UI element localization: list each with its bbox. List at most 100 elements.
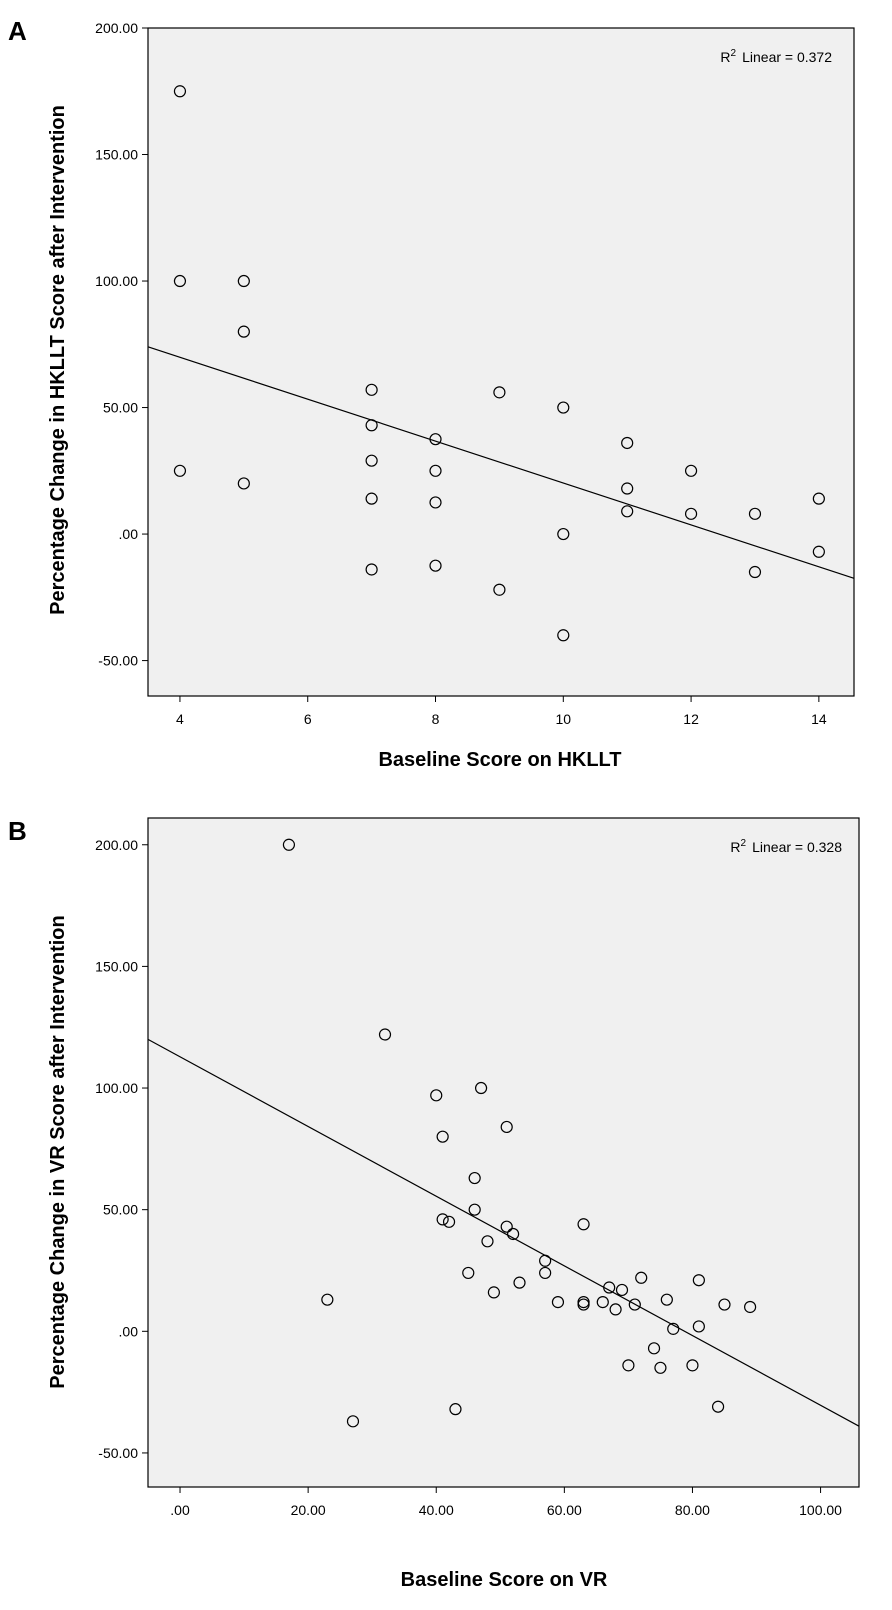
panel-a-x-tick-label: 6 xyxy=(304,711,312,727)
panel-a-point xyxy=(812,492,825,505)
panel-a-x-axis: 4 6 8 10 12 14 xyxy=(176,696,827,727)
panel-a-point xyxy=(365,419,378,432)
panel-a-point xyxy=(621,436,634,450)
panel-a-point xyxy=(365,563,378,576)
panel-b-point xyxy=(481,1235,494,1248)
panel-a-point xyxy=(365,454,378,467)
panel-a-y-tick-label: .00 xyxy=(119,526,139,542)
panel-b-point xyxy=(660,1293,673,1306)
panel-b-point xyxy=(474,1081,488,1095)
panel-a-x-tick-label: 10 xyxy=(556,711,572,727)
panel-b-x-axis: .00 20.00 40.00 60.00 80.00 100.00 xyxy=(170,1487,842,1518)
panel-a-y-tick-label: 200.00 xyxy=(95,20,138,36)
panel-b-fit-line xyxy=(147,1038,860,1427)
panel-a-point xyxy=(173,85,187,98)
panel-b-y-axis-title: Percentage Change in VR Score after Inte… xyxy=(47,915,69,1388)
panel-b-point xyxy=(654,1361,667,1374)
panel-b-point xyxy=(282,838,296,851)
panel-a-point xyxy=(429,433,442,446)
panel-a-y-tick-label: 50.00 xyxy=(103,400,138,416)
panel-b-plot-area xyxy=(147,817,860,1488)
panel-a-point xyxy=(557,629,570,642)
panel-b-point xyxy=(615,1283,629,1297)
panel-a-point xyxy=(365,383,378,396)
panel-b-point xyxy=(667,1322,680,1335)
panel-b-point xyxy=(449,1403,462,1416)
panel-b-point xyxy=(577,1218,590,1231)
panel-b-point xyxy=(442,1215,456,1228)
panel-b-point xyxy=(539,1266,552,1280)
panel-b-x-tick-label: 20.00 xyxy=(291,1502,326,1518)
panel-b-point xyxy=(686,1359,699,1372)
panel-a-fit-line-group xyxy=(147,346,855,579)
panel-a-x-tick-label: 14 xyxy=(811,711,827,727)
panel-a-point xyxy=(173,464,187,477)
panel-b-point xyxy=(603,1281,616,1294)
panel-b-y-tick-label: .00 xyxy=(119,1323,139,1339)
panel-a-x-axis-title: Baseline Score on HKLLT xyxy=(378,749,621,771)
panel-a-point xyxy=(237,274,250,288)
panel-a-y-axis: 200.00 150.00 100.00 50.00 .00 -50.00 xyxy=(95,20,148,669)
panel-b-point xyxy=(609,1303,622,1316)
panel-a-label: A xyxy=(8,16,27,46)
panel-b-point xyxy=(500,1220,513,1233)
panel-a-point xyxy=(812,545,825,558)
panel-b-point xyxy=(596,1296,609,1309)
panel-b-point xyxy=(718,1298,731,1311)
panel-b-point xyxy=(577,1298,590,1311)
panel-b-point xyxy=(378,1028,392,1041)
panel-a-x-tick-label: 12 xyxy=(683,711,699,727)
panel-a-points xyxy=(173,85,825,642)
panel-b-y-tick-label: 50.00 xyxy=(103,1202,138,1218)
panel-b-point xyxy=(692,1274,705,1287)
panel-b-point xyxy=(500,1120,513,1134)
panel-b-y-tick-label: 150.00 xyxy=(95,958,138,974)
panel-b-y-axis: 200.00 150.00 100.00 50.00 .00 -50.00 xyxy=(95,837,148,1461)
panel-b-x-tick-label: 100.00 xyxy=(799,1502,842,1518)
panel-a-r2-label: R2 Linear = 0.372 xyxy=(720,48,832,65)
panel-a-point xyxy=(429,464,442,477)
panel-b-point xyxy=(436,1213,449,1226)
panel-a-point xyxy=(493,386,506,399)
panel-b-point xyxy=(551,1296,565,1309)
panel-b-point xyxy=(539,1254,552,1267)
panel-a-y-tick-label: 150.00 xyxy=(95,147,138,163)
panel-b-point xyxy=(744,1300,757,1314)
panel-a-point xyxy=(748,507,762,520)
panel-a-point xyxy=(429,559,442,572)
panel-b-point xyxy=(647,1342,661,1355)
panel-b-fit-line-group xyxy=(147,1038,860,1427)
panel-b-point xyxy=(513,1276,526,1289)
panel-b-point xyxy=(622,1359,635,1372)
panel-b-point xyxy=(321,1293,334,1306)
panel-b-y-tick-label: -50.00 xyxy=(98,1445,138,1461)
panel-b-points xyxy=(282,838,757,1428)
panel-a: A 200.00 150.00 100.00 50.00 .00 -50.00 4 6 8 10… xyxy=(8,16,855,771)
panel-b-r2-label: R2 Linear = 0.328 xyxy=(730,838,842,855)
panel-b-point xyxy=(462,1266,475,1280)
panel-a-point xyxy=(429,496,442,509)
panel-b-point xyxy=(346,1415,360,1428)
panel-a-point xyxy=(365,492,378,505)
panel-a-y-tick-label: -50.00 xyxy=(98,653,138,669)
panel-b-x-axis-title: Baseline Score on VR xyxy=(401,1569,608,1591)
panel-a-point xyxy=(557,401,570,414)
panel-b-point xyxy=(635,1271,648,1284)
panel-a-plot-area xyxy=(147,27,855,697)
panel-a-point xyxy=(493,583,506,596)
panel-b-point xyxy=(468,1203,481,1216)
panel-a-point xyxy=(237,477,250,490)
panel-a-point xyxy=(173,274,187,288)
panel-b-point xyxy=(487,1286,500,1299)
panel-b-x-tick-label: 80.00 xyxy=(675,1502,710,1518)
panel-a-point xyxy=(557,527,570,541)
panel-b-point xyxy=(468,1171,481,1185)
panel-a-x-tick-label: 4 xyxy=(176,711,184,727)
panel-a-fit-line xyxy=(147,346,855,579)
panel-b-point xyxy=(430,1089,443,1102)
panel-b-y-tick-label: 200.00 xyxy=(95,837,138,853)
panel-a-point xyxy=(748,565,762,579)
panel-b-point xyxy=(628,1298,641,1311)
